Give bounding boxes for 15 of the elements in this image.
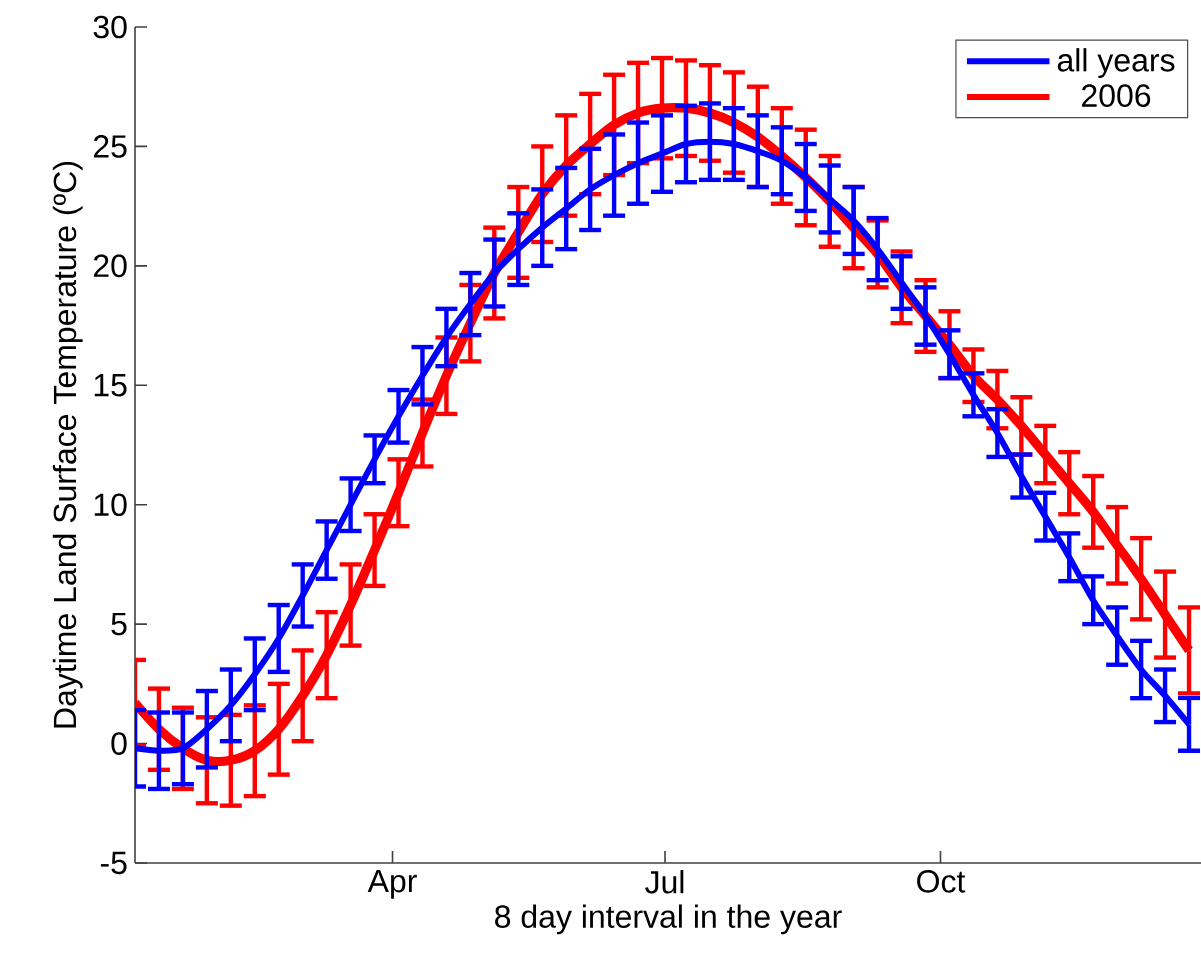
legend-label: 2006 [1082, 84, 1151, 107]
y-tick-label: -5 [100, 851, 127, 875]
x-tick-label: Oct [917, 870, 966, 893]
y-tick-label: 30 [93, 15, 127, 39]
legend-label: all years [1057, 48, 1175, 78]
x-tick-label: Apr [367, 870, 417, 899]
y-tick-label: 25 [93, 135, 127, 158]
y-tick-label: 5 [111, 612, 127, 636]
y-tick-label: 0 [111, 732, 127, 755]
x-axis-title: 8 day interval in the year [495, 904, 842, 935]
y-tick-label: 15 [94, 374, 127, 397]
y-tick-label: 10 [94, 493, 127, 517]
x-tick-label: Jul [645, 870, 684, 894]
y-tick-label: 20 [93, 254, 127, 278]
y-axis-title: Daytime Land Surface Temperature (ºC) [52, 162, 83, 728]
